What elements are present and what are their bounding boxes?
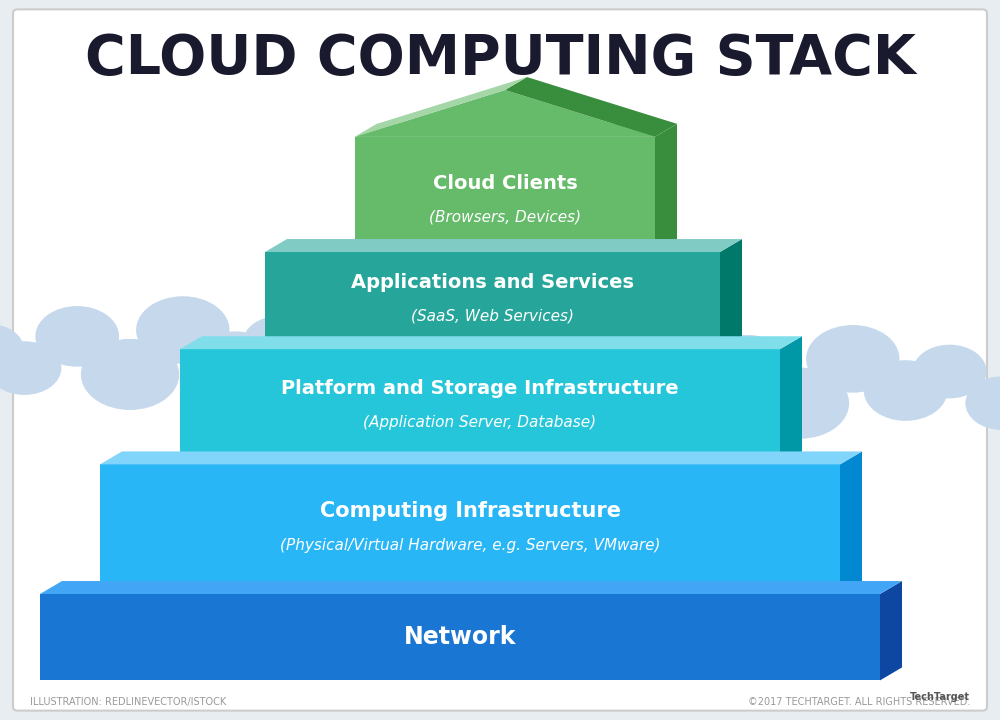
Polygon shape bbox=[355, 77, 527, 137]
Circle shape bbox=[243, 317, 316, 369]
Circle shape bbox=[706, 336, 788, 395]
Text: ILLUSTRATION: REDLINEVECTOR/ISTOCK: ILLUSTRATION: REDLINEVECTOR/ISTOCK bbox=[30, 697, 226, 707]
Polygon shape bbox=[180, 336, 802, 349]
Circle shape bbox=[752, 369, 848, 438]
Polygon shape bbox=[40, 594, 880, 680]
Polygon shape bbox=[355, 90, 655, 137]
Polygon shape bbox=[265, 252, 720, 349]
Polygon shape bbox=[655, 124, 677, 252]
Circle shape bbox=[36, 307, 118, 366]
Circle shape bbox=[625, 354, 693, 402]
Circle shape bbox=[137, 297, 229, 363]
Polygon shape bbox=[880, 581, 902, 680]
Text: (Physical/Virtual Hardware, e.g. Servers, VMware): (Physical/Virtual Hardware, e.g. Servers… bbox=[280, 538, 660, 552]
Polygon shape bbox=[840, 451, 862, 594]
Polygon shape bbox=[180, 349, 780, 464]
Circle shape bbox=[82, 340, 178, 409]
Text: (SaaS, Web Services): (SaaS, Web Services) bbox=[411, 309, 574, 324]
Circle shape bbox=[807, 325, 899, 392]
Text: (Browsers, Devices): (Browsers, Devices) bbox=[429, 210, 581, 225]
Text: CLOUD COMPUTING STACK: CLOUD COMPUTING STACK bbox=[85, 32, 915, 86]
Polygon shape bbox=[720, 239, 742, 349]
Text: TechTarget: TechTarget bbox=[910, 692, 970, 702]
Circle shape bbox=[913, 346, 986, 397]
Text: (Application Server, Database): (Application Server, Database) bbox=[363, 415, 597, 430]
Polygon shape bbox=[780, 336, 802, 464]
Circle shape bbox=[0, 325, 23, 374]
Circle shape bbox=[296, 348, 369, 400]
Circle shape bbox=[0, 342, 61, 395]
Circle shape bbox=[864, 361, 947, 420]
Circle shape bbox=[194, 332, 277, 392]
Polygon shape bbox=[355, 137, 655, 252]
Text: Platform and Storage Infrastructure: Platform and Storage Infrastructure bbox=[281, 379, 679, 398]
Polygon shape bbox=[100, 451, 862, 464]
Circle shape bbox=[966, 377, 1000, 429]
Polygon shape bbox=[100, 464, 840, 594]
Polygon shape bbox=[505, 77, 677, 137]
Text: Cloud Clients: Cloud Clients bbox=[433, 174, 577, 193]
Text: Network: Network bbox=[404, 625, 516, 649]
Text: Applications and Services: Applications and Services bbox=[351, 273, 634, 292]
Text: ©2017 TECHTARGET. ALL RIGHTS RESERVED.: ©2017 TECHTARGET. ALL RIGHTS RESERVED. bbox=[748, 697, 970, 707]
Polygon shape bbox=[265, 239, 742, 252]
Text: Computing Infrastructure: Computing Infrastructure bbox=[320, 501, 620, 521]
Circle shape bbox=[575, 387, 638, 432]
Polygon shape bbox=[355, 124, 677, 137]
Polygon shape bbox=[40, 581, 902, 594]
Circle shape bbox=[658, 371, 731, 423]
